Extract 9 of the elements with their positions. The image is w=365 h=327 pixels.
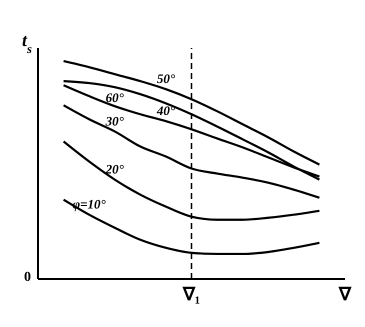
series-label: 60°	[106, 90, 125, 106]
series-label: 40°	[156, 103, 176, 118]
x-tick-label: ∇₁	[182, 284, 200, 304]
series-label: 50°	[156, 71, 176, 86]
x-tick-label: ∇	[338, 284, 352, 304]
text: 0	[24, 270, 31, 286]
series-label: 20°	[104, 162, 125, 177]
series-label: 30°	[104, 113, 125, 128]
y-axis-title: t$_{s}$	[22, 30, 32, 56]
